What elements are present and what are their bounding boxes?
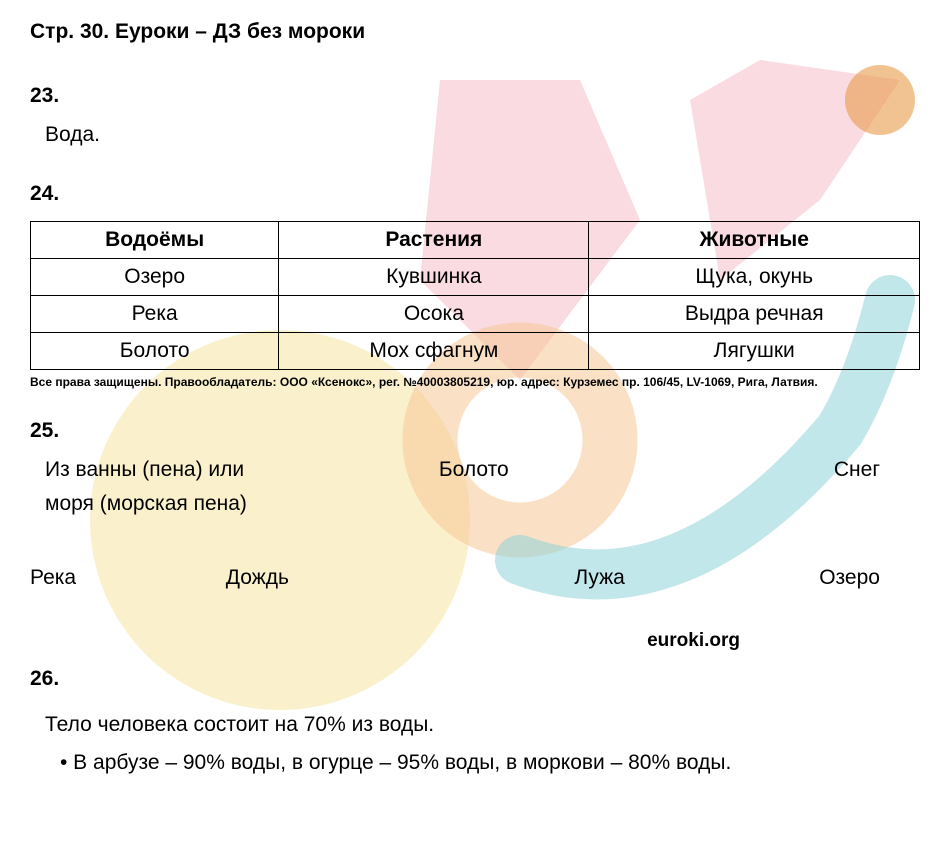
section-26: 26. Тело человека состоит на 70% из воды… [30,667,920,782]
table-cell: Щука, окунь [589,259,920,296]
section-25-number: 25. [30,419,920,443]
table-header: Водоёмы [31,222,279,259]
table-row: Болото Мох сфагнум Лягушки [31,333,920,370]
section-25-col: Дождь [226,566,475,590]
section-25-row-a: Из ванны (пена) или моря (морская пена) … [45,458,920,516]
table-cell: Выдра речная [589,296,920,333]
section-25-col: Лужа [475,566,724,590]
table-cell: Река [31,296,279,333]
section-25-col: Озеро [724,566,920,590]
table-cell: Лягушки [589,333,920,370]
section-25-col: Река [30,566,226,590]
table-cell: Озеро [31,259,279,296]
text-line: моря (морская пена) [45,492,351,516]
section-26-text: Тело человека состоит на 70% из воды. • … [45,706,920,782]
section-26-number: 26. [30,667,920,691]
table-row: Озеро Кувшинка Щука, окунь [31,259,920,296]
section-23-number: 23. [30,84,920,108]
text-line: • В арбузе – 90% воды, в огурце – 95% во… [60,744,920,782]
section-23: 23. Вода. [30,84,920,147]
section-24: 24. Водоёмы Растения Животные Озеро Кувш… [30,182,920,370]
section-25-col: Болото [351,458,596,516]
table-header-row: Водоёмы Растения Животные [31,222,920,259]
water-table: Водоёмы Растения Животные Озеро Кувшинка… [30,221,920,370]
table-cell: Осока [279,296,589,333]
section-25-col: Из ванны (пена) или моря (морская пена) [45,458,351,516]
text-line: Тело человека состоит на 70% из воды. [45,706,920,744]
page-title: Стр. 30. Еуроки – ДЗ без мороки [30,20,920,44]
euroki-org-text: euroki.org [30,630,920,652]
text-line: Из ванны (пена) или [45,458,351,482]
section-24-number: 24. [30,182,920,206]
table-cell: Мох сфагнум [279,333,589,370]
section-23-text: Вода. [45,123,920,147]
table-header: Животные [589,222,920,259]
section-25-col: Снег [596,458,920,516]
table-cell: Болото [31,333,279,370]
table-header: Растения [279,222,589,259]
copyright-text: Все права защищены. Правообладатель: ООО… [30,375,920,389]
table-row: Река Осока Выдра речная [31,296,920,333]
table-cell: Кувшинка [279,259,589,296]
section-25-row-b: Река Дождь Лужа Озеро [30,566,920,590]
section-25: 25. Из ванны (пена) или моря (морская пе… [30,419,920,590]
